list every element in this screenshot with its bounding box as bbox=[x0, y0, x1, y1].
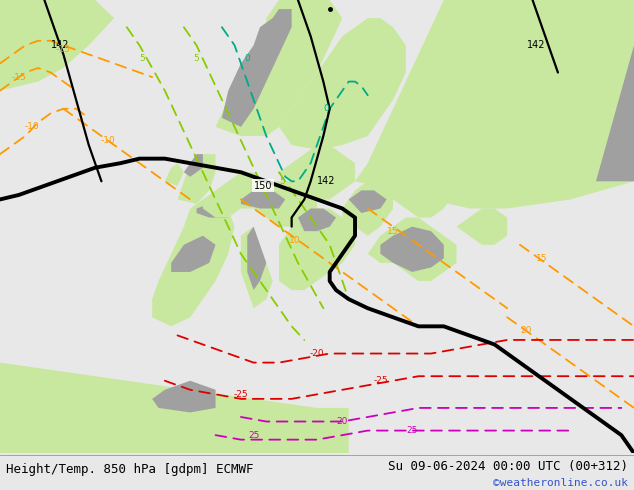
Polygon shape bbox=[25, 0, 63, 23]
Polygon shape bbox=[241, 226, 273, 308]
Text: 5: 5 bbox=[193, 54, 200, 63]
Polygon shape bbox=[298, 209, 336, 231]
Text: Su 09-06-2024 00:00 UTC (00+312): Su 09-06-2024 00:00 UTC (00+312) bbox=[387, 460, 628, 473]
Polygon shape bbox=[279, 18, 406, 149]
Polygon shape bbox=[171, 236, 216, 272]
Text: 10: 10 bbox=[289, 236, 301, 245]
Polygon shape bbox=[178, 154, 216, 204]
Text: -15: -15 bbox=[11, 73, 27, 81]
Polygon shape bbox=[184, 154, 203, 177]
Polygon shape bbox=[456, 209, 507, 245]
Text: 25: 25 bbox=[406, 426, 418, 435]
Text: -25: -25 bbox=[233, 390, 249, 399]
Polygon shape bbox=[247, 226, 266, 290]
Text: -25: -25 bbox=[373, 376, 388, 385]
Polygon shape bbox=[222, 9, 292, 127]
Polygon shape bbox=[101, 408, 120, 417]
Text: -10: -10 bbox=[24, 122, 39, 131]
Text: 142: 142 bbox=[317, 176, 336, 186]
Polygon shape bbox=[152, 381, 216, 413]
Polygon shape bbox=[197, 204, 228, 218]
Text: 150: 150 bbox=[254, 181, 273, 191]
Text: -15: -15 bbox=[56, 46, 71, 54]
Text: 20: 20 bbox=[521, 326, 532, 335]
Polygon shape bbox=[342, 181, 393, 236]
Polygon shape bbox=[241, 191, 285, 209]
Text: 20: 20 bbox=[337, 417, 348, 426]
Text: ©weatheronline.co.uk: ©weatheronline.co.uk bbox=[493, 478, 628, 488]
Polygon shape bbox=[368, 218, 456, 281]
Text: 0: 0 bbox=[323, 104, 330, 113]
Polygon shape bbox=[152, 199, 235, 326]
Text: 5: 5 bbox=[279, 177, 285, 186]
Text: Height/Temp. 850 hPa [gdpm] ECMWF: Height/Temp. 850 hPa [gdpm] ECMWF bbox=[6, 463, 254, 476]
Text: 15: 15 bbox=[536, 254, 548, 263]
Text: 0: 0 bbox=[244, 54, 250, 63]
Text: -20: -20 bbox=[309, 349, 325, 358]
Polygon shape bbox=[0, 0, 114, 91]
Polygon shape bbox=[380, 145, 456, 218]
Polygon shape bbox=[596, 46, 634, 181]
Text: -10: -10 bbox=[100, 136, 115, 145]
Polygon shape bbox=[279, 209, 355, 290]
Text: 25: 25 bbox=[248, 431, 259, 440]
Text: 142: 142 bbox=[51, 40, 70, 50]
Polygon shape bbox=[127, 417, 146, 426]
Polygon shape bbox=[380, 226, 444, 272]
Polygon shape bbox=[279, 145, 355, 199]
Text: 5: 5 bbox=[139, 54, 146, 63]
Polygon shape bbox=[355, 0, 634, 209]
Polygon shape bbox=[165, 163, 184, 186]
Text: 15: 15 bbox=[387, 227, 399, 236]
Polygon shape bbox=[216, 0, 342, 136]
Polygon shape bbox=[0, 363, 349, 453]
Text: 142: 142 bbox=[526, 40, 545, 50]
Polygon shape bbox=[349, 191, 387, 213]
Polygon shape bbox=[203, 172, 317, 226]
